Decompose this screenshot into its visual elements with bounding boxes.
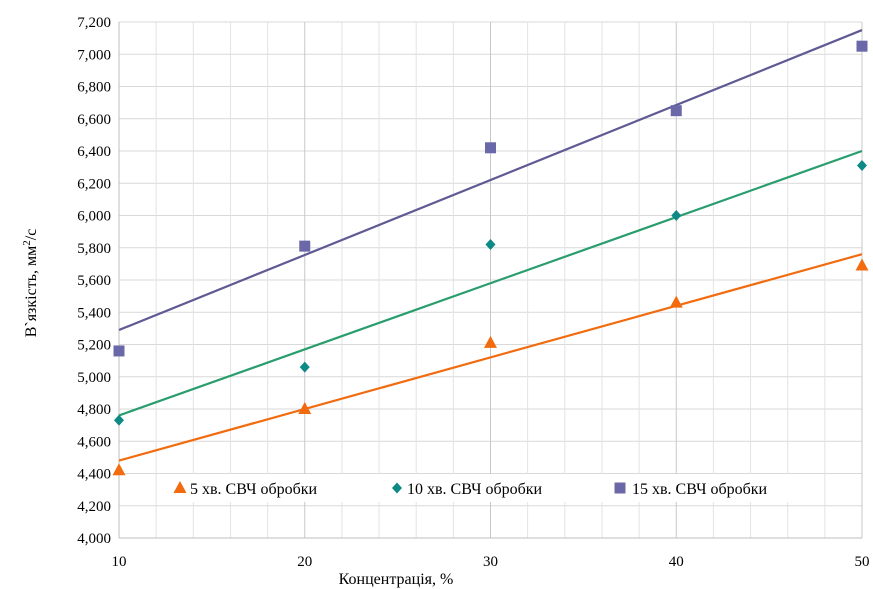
y-tick-label: 5,000 (77, 370, 111, 386)
trendline-layer (118, 29, 863, 462)
y-tick-label: 7,200 (77, 15, 111, 31)
y-axis-title: В`язкість, мм2/с (21, 229, 40, 338)
y-tick-label: 7,000 (77, 47, 111, 63)
data-point-series-1 (484, 335, 497, 348)
y-tick-label: 6,200 (77, 176, 111, 192)
x-tick-label: 20 (297, 554, 312, 570)
y-tick-label: 5,200 (77, 338, 111, 354)
data-point-series-2 (299, 361, 310, 373)
y-tick-label: 4,400 (77, 467, 111, 483)
x-tick-label: 30 (483, 554, 498, 570)
legend-background (160, 474, 820, 502)
x-axis-title: Концентрація, % (339, 571, 454, 588)
y-axis-title-superscript: 2 (21, 240, 33, 246)
y-axis-title-unit: /с (23, 229, 40, 241)
data-point-series-1 (669, 295, 683, 308)
y-tick-label: 6,600 (77, 112, 111, 128)
data-point-series-1 (855, 258, 869, 271)
y-tick-label: 4,000 (77, 531, 111, 547)
tick-label-layer: 4,000 4,200 4,400 4,600 4,800 5,000 5,200 5,400… (77, 15, 869, 570)
x-tick-label: 10 (112, 554, 127, 570)
y-tick-label: 4,200 (77, 499, 111, 515)
data-point-series-1 (298, 402, 312, 414)
grid-layer (118, 21, 863, 539)
data-point-series-2 (671, 210, 682, 221)
trendline-series-2 (118, 149, 863, 417)
data-point-series-2 (485, 239, 496, 251)
data-point-series-3 (856, 40, 868, 52)
legend: 5 хв. СВЧ обробки 10 хв. СВЧ обробки 15 хв… (160, 474, 820, 502)
data-point-series-3 (113, 345, 125, 357)
y-tick-label: 5,600 (77, 273, 111, 289)
y-axis-title-main: В`язкість, мм (23, 246, 40, 338)
x-tick-label: 50 (855, 554, 870, 570)
legend-marker-series-3 (614, 482, 626, 494)
data-point-series-2 (857, 160, 867, 172)
y-tick-label: 5,800 (77, 241, 111, 257)
data-point-series-3 (485, 142, 496, 154)
y-tick-label: 6,800 (77, 80, 111, 96)
data-point-series-2 (114, 414, 124, 426)
y-tick-label: 6,400 (77, 144, 111, 160)
legend-marker-series-1 (173, 481, 187, 493)
y-tick-label: 4,600 (77, 434, 111, 450)
data-point-series-1 (112, 463, 126, 476)
y-tick-label: 4,800 (77, 402, 111, 418)
marker-layer (112, 40, 869, 476)
trendline-series-1 (118, 253, 863, 462)
legend-label-series-1: 5 хв. СВЧ обробки (190, 481, 318, 498)
y-tick-label: 6,000 (77, 209, 111, 225)
x-tick-label: 40 (669, 554, 684, 570)
legend-marker-series-2 (392, 482, 402, 494)
data-point-series-3 (299, 240, 311, 252)
legend-label-series-2: 10 хв. СВЧ обробки (407, 481, 543, 498)
trendline-series-3 (118, 29, 863, 332)
data-point-series-3 (670, 105, 682, 117)
y-tick-label: 5,400 (77, 305, 111, 321)
legend-label-series-3: 15 хв. СВЧ обробки (632, 481, 768, 498)
